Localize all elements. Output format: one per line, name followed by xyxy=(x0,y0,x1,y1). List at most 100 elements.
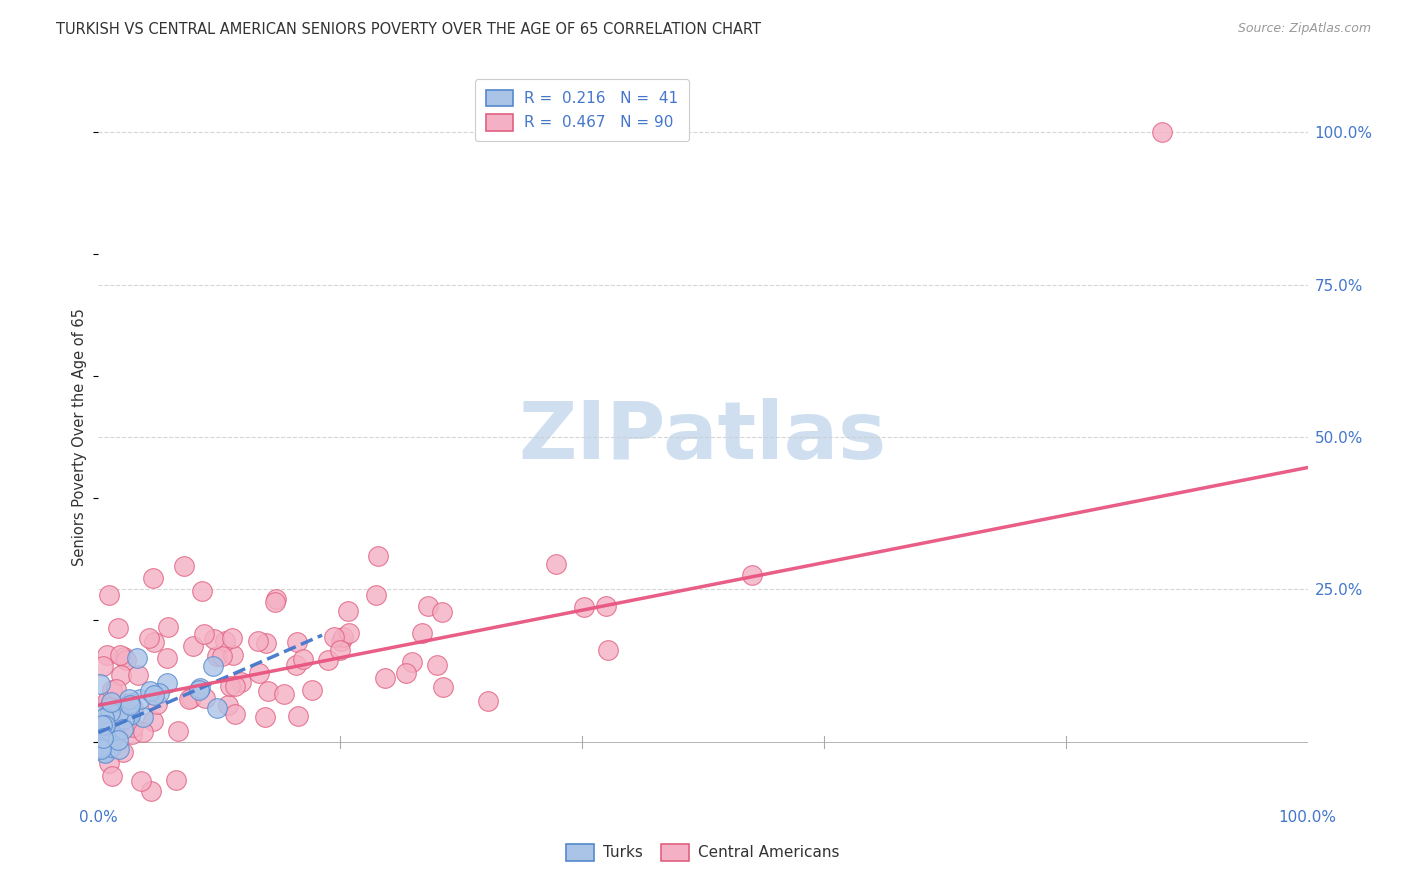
Point xyxy=(432,680,454,694)
Point xyxy=(287,635,309,649)
Point xyxy=(477,694,499,708)
Point xyxy=(246,633,269,648)
Point xyxy=(165,772,187,787)
Point xyxy=(93,710,115,724)
Point xyxy=(122,701,145,715)
Point xyxy=(101,769,124,783)
Point xyxy=(231,675,253,690)
Point xyxy=(146,697,169,711)
Point xyxy=(91,731,114,745)
Point xyxy=(143,688,166,702)
Point xyxy=(188,683,211,698)
Point xyxy=(183,640,205,654)
Point xyxy=(173,559,195,574)
Point xyxy=(118,692,141,706)
Point xyxy=(91,658,114,673)
Point xyxy=(97,700,120,714)
Point xyxy=(188,681,211,696)
Point xyxy=(114,653,136,667)
Point xyxy=(330,633,353,648)
Point xyxy=(418,599,440,613)
Point xyxy=(323,631,346,645)
Point xyxy=(131,724,153,739)
Text: ZIPatlas: ZIPatlas xyxy=(519,398,887,476)
Point xyxy=(108,742,131,756)
Point xyxy=(142,714,165,728)
Point xyxy=(224,707,246,722)
Point xyxy=(367,549,389,563)
Point xyxy=(105,681,128,696)
Point xyxy=(247,665,270,680)
Point xyxy=(202,632,225,646)
Point xyxy=(94,725,117,739)
Point xyxy=(221,631,243,645)
Point xyxy=(101,709,124,723)
Point xyxy=(107,707,129,722)
Point xyxy=(207,648,229,663)
Point xyxy=(100,695,122,709)
Point xyxy=(118,706,141,720)
Point xyxy=(110,667,132,681)
Point xyxy=(214,633,236,648)
Point xyxy=(96,694,118,708)
Point xyxy=(1152,125,1174,139)
Point xyxy=(193,627,215,641)
Text: TURKISH VS CENTRAL AMERICAN SENIORS POVERTY OVER THE AGE OF 65 CORRELATION CHART: TURKISH VS CENTRAL AMERICAN SENIORS POVE… xyxy=(56,22,761,37)
Point xyxy=(224,679,246,693)
Point xyxy=(201,659,224,673)
Point xyxy=(142,571,165,585)
Point xyxy=(139,783,162,797)
Point xyxy=(329,643,352,657)
Point xyxy=(430,605,453,619)
Point xyxy=(103,730,125,744)
Point xyxy=(337,626,360,640)
Text: Source: ZipAtlas.com: Source: ZipAtlas.com xyxy=(1237,22,1371,36)
Point xyxy=(110,648,132,663)
Point xyxy=(120,698,142,712)
Point xyxy=(401,655,423,669)
Point xyxy=(191,583,214,598)
Point xyxy=(194,690,217,705)
Point xyxy=(426,658,449,673)
Point xyxy=(94,738,117,752)
Point xyxy=(211,649,233,664)
Point xyxy=(96,648,118,663)
Point xyxy=(111,745,134,759)
Point xyxy=(366,588,388,602)
Point xyxy=(287,708,309,723)
Point xyxy=(254,636,277,650)
Point xyxy=(148,686,170,700)
Point xyxy=(264,592,287,607)
Point xyxy=(101,683,124,698)
Point xyxy=(90,718,112,732)
Point xyxy=(94,746,117,760)
Point xyxy=(217,698,239,712)
Point xyxy=(222,648,245,662)
Legend: Turks, Central Americans: Turks, Central Americans xyxy=(558,837,848,868)
Point xyxy=(90,743,112,757)
Point xyxy=(205,701,228,715)
Point xyxy=(138,631,160,645)
Point xyxy=(127,651,149,665)
Point xyxy=(93,705,115,719)
Point xyxy=(157,619,180,633)
Point xyxy=(572,599,595,614)
Point xyxy=(118,708,141,723)
Point xyxy=(98,589,121,603)
Point xyxy=(180,690,202,705)
Point xyxy=(111,722,134,736)
Point xyxy=(127,667,149,681)
Point xyxy=(100,739,122,754)
Point xyxy=(94,718,117,732)
Point xyxy=(112,650,135,665)
Point xyxy=(107,621,129,635)
Point xyxy=(89,740,111,755)
Point xyxy=(741,568,763,582)
Point xyxy=(156,650,179,665)
Point xyxy=(132,710,155,724)
Point xyxy=(177,691,200,706)
Point xyxy=(166,724,188,739)
Point xyxy=(97,694,120,708)
Point xyxy=(107,732,129,747)
Point xyxy=(129,692,152,706)
